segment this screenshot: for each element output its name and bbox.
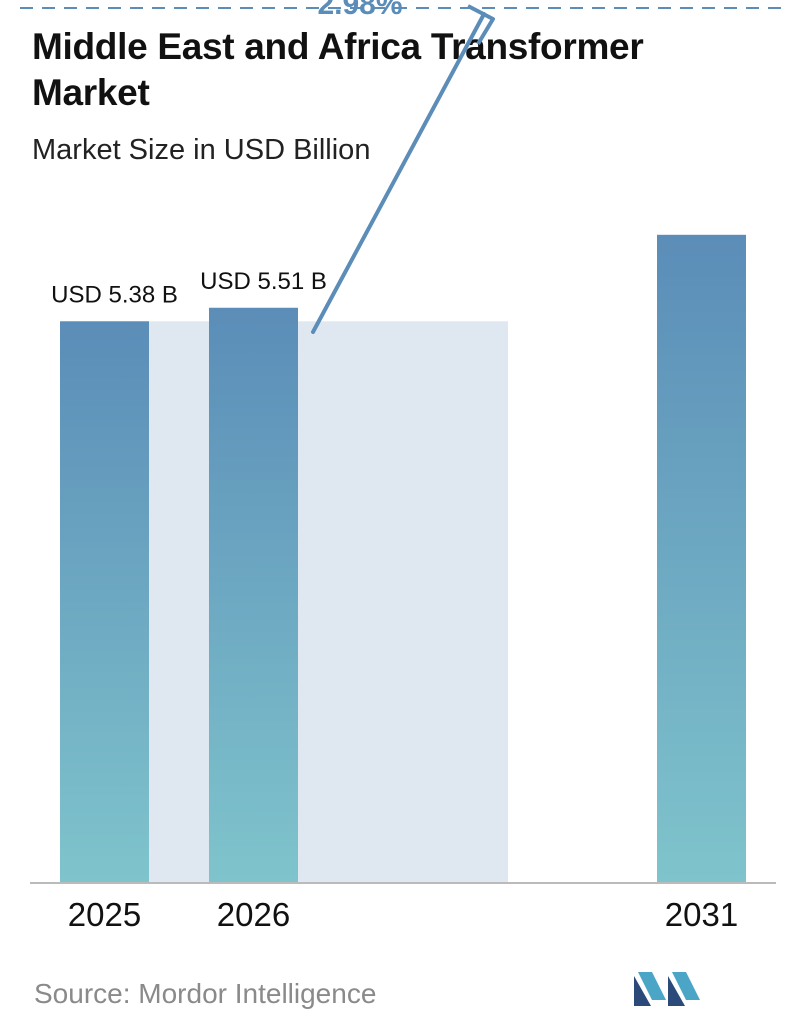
bar-2025: [60, 321, 149, 883]
bar-2026: [209, 307, 298, 882]
chart-title: Middle East and Africa Transformer Marke…: [32, 26, 644, 113]
chart-subtitle: Market Size in USD Billion: [32, 134, 371, 166]
tick-label-2026: 2026: [217, 896, 290, 933]
cagr-arrow: [311, 4, 495, 334]
data-label-2026: USD 5.51 B: [200, 268, 327, 295]
data-label-2025: USD 5.38 B: [51, 281, 178, 308]
mordor-intelligence-logo-icon: [634, 972, 700, 1006]
tick-label-2031: 2031: [665, 896, 738, 933]
source-text: Source: Mordor Intelligence: [34, 978, 377, 1009]
cagr-arrow-shaft: [311, 12, 486, 334]
bar-chart: 2.98% 2025 USD 5.38 B 2026 USD 5.51 B 2031: [20, 0, 790, 933]
cagr-arrow-head: [467, 4, 495, 46]
cagr-label: 2.98%: [317, 0, 402, 21]
tick-label-2025: 2025: [68, 896, 141, 933]
bar-2031: [657, 234, 746, 882]
